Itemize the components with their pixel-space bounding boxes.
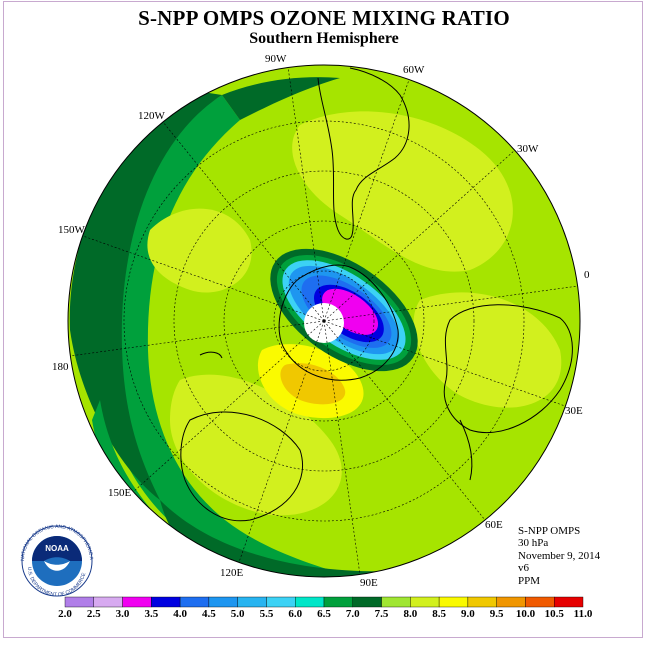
colorbar-swatches — [64, 596, 584, 608]
ozone-field — [68, 65, 580, 577]
lon-label-60e: 60E — [485, 519, 503, 531]
lon-label-120e: 120E — [220, 567, 244, 579]
graticule — [69, 66, 579, 576]
colorbar-tick-label: 4.0 — [173, 608, 187, 620]
ozone-orange-spot — [280, 363, 346, 405]
lon-label-150e: 150E — [108, 487, 132, 499]
colorbar-swatch — [93, 596, 123, 608]
colorbar-tick-label: 11.0 — [574, 608, 593, 620]
ozone-light-east — [413, 292, 562, 408]
colorbar-tick-label: 7.0 — [346, 608, 360, 620]
lon-label-90w: 90W — [265, 53, 287, 65]
lon-label-150w: 150W — [58, 224, 86, 236]
lon-label-180: 180 — [52, 361, 69, 373]
colorbar-swatch — [151, 596, 181, 608]
colorbar-tick-label: 2.0 — [58, 608, 72, 620]
colorbar-tick-label: 7.5 — [375, 608, 389, 620]
ozone-light-west — [147, 208, 252, 293]
ozone-band-dark — [69, 90, 223, 500]
info-instrument: S-NPP OMPS — [518, 525, 581, 537]
logo-text: NOAA — [45, 544, 69, 553]
colorbar-tick-label: 4.5 — [202, 608, 216, 620]
ozone-band-dark-n — [222, 77, 340, 120]
colorbar-swatch — [237, 596, 267, 608]
colorbar-tick-label: 6.5 — [317, 608, 331, 620]
info-date: November 9, 2014 — [518, 549, 601, 562]
colorbar-tick-label: 3.0 — [116, 608, 130, 620]
colorbar-tick-label: 2.5 — [87, 608, 101, 620]
colorbar-swatch — [438, 596, 469, 608]
figure-frame — [3, 1, 643, 638]
colorbar-tick-label: 5.0 — [231, 608, 245, 620]
ozone-hole — [270, 248, 418, 372]
colorbar-swatch — [208, 596, 238, 608]
lon-label-30e: 30E — [565, 405, 583, 417]
colorbar-swatch — [295, 596, 325, 608]
colorbar-tick-label: 6.0 — [288, 608, 302, 620]
info-units: PPM — [518, 574, 541, 587]
info-level: 30 hPa — [518, 537, 549, 550]
coastlines — [180, 67, 573, 522]
ozone-light-north — [292, 111, 513, 272]
colorbar-tick-label: 5.5 — [260, 608, 274, 620]
colorbar-swatch — [266, 596, 296, 608]
colorbar-swatch — [122, 596, 152, 608]
colorbar-swatch — [352, 596, 382, 608]
lon-label-120w: 120W — [138, 110, 166, 122]
product-info: S-NPP OMPS 30 hPa November 9, 2014 v6 PP… — [518, 525, 600, 587]
lon-label-30w: 30W — [517, 143, 539, 155]
colorbar-swatch — [323, 596, 353, 608]
colorbar-swatch — [381, 596, 411, 608]
colorbar-tick-label: 10.0 — [516, 608, 536, 620]
lon-label-60w: 60W — [403, 64, 425, 76]
page-title: S-NPP OMPS OZONE MIXING RATIO — [138, 6, 510, 30]
colorbar-swatch — [525, 596, 555, 608]
colorbar-swatch — [467, 596, 497, 608]
colorbar-labels: 2.0 2.5 3.0 3.5 4.0 4.5 5.0 5.5 6.0 6.5 7.0 7.5 8.0 8… — [58, 608, 593, 620]
longitude-labels: 90W 60W 30W 0 30E 60E 90E 120E 150E 180 … — [52, 53, 590, 589]
colorbar-swatch — [410, 596, 440, 608]
colorbar-tick-label: 9.0 — [461, 608, 475, 620]
colorbar-tick-label: 8.5 — [432, 608, 446, 620]
lon-label-0: 0 — [584, 269, 590, 281]
colorbar-tick-label: 8.0 — [403, 608, 417, 620]
map-boundary — [67, 64, 581, 578]
colorbar-swatch — [64, 596, 94, 608]
colorbar-swatch — [179, 596, 210, 608]
colorbar-swatch — [554, 596, 584, 608]
noaa-gull-icon — [44, 561, 70, 571]
page-subtitle: Southern Hemisphere — [249, 30, 399, 47]
info-version: v6 — [518, 562, 529, 575]
colorbar-swatch — [496, 596, 526, 608]
colorbar-tick-label: 3.5 — [144, 608, 158, 620]
lon-label-90e: 90E — [360, 577, 378, 589]
colorbar-tick-label: 9.5 — [490, 608, 504, 620]
colorbar-tick-label: 10.5 — [545, 608, 565, 620]
